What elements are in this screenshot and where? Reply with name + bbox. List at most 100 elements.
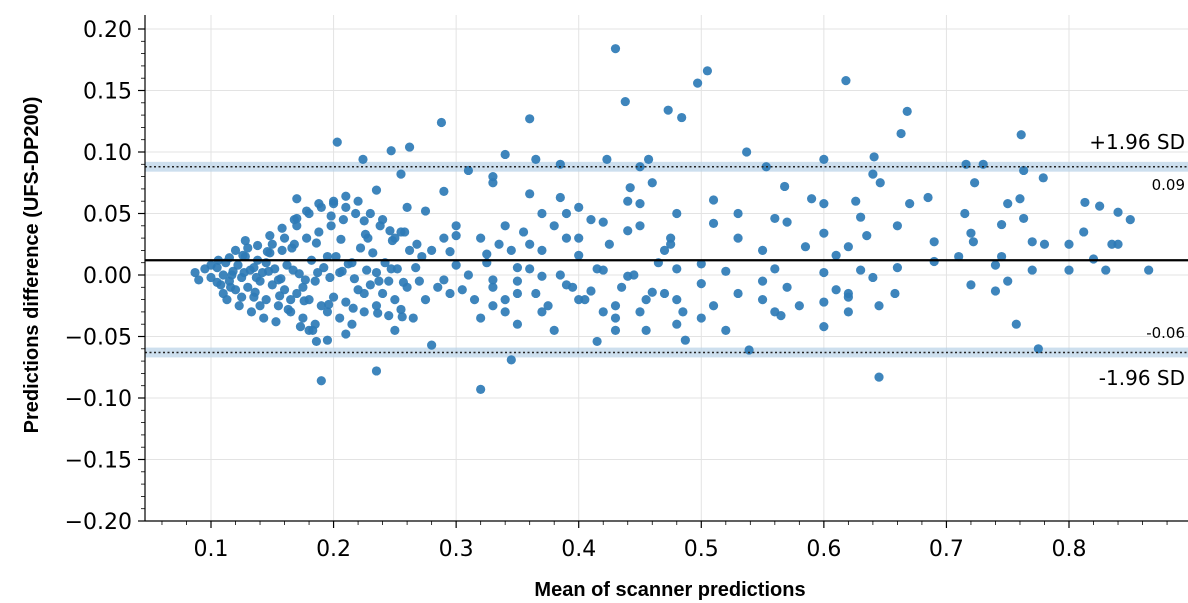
y-tick-label: −0.10 xyxy=(65,387,132,412)
data-point xyxy=(1038,173,1048,183)
data-point xyxy=(325,272,335,283)
data-point xyxy=(929,256,939,267)
data-point xyxy=(362,265,372,275)
y-axis-title: Predictions difference (UFS-DP200) xyxy=(21,97,43,434)
data-point xyxy=(368,248,378,258)
data-point xyxy=(555,159,565,169)
data-point xyxy=(549,325,559,335)
data-point xyxy=(782,217,792,227)
data-point xyxy=(314,227,324,237)
data-point xyxy=(436,117,447,128)
data-point xyxy=(666,233,676,243)
data-point xyxy=(512,288,523,299)
data-point xyxy=(875,178,885,188)
data-point xyxy=(574,233,584,243)
data-point xyxy=(398,277,409,287)
data-point xyxy=(635,307,645,317)
data-point xyxy=(856,265,866,275)
data-point xyxy=(353,196,363,206)
data-point xyxy=(537,208,547,219)
data-point xyxy=(276,274,286,284)
data-point xyxy=(555,192,565,203)
data-point xyxy=(708,218,719,228)
data-point xyxy=(610,301,621,311)
data-point xyxy=(360,229,371,240)
x-tick-label: 0.2 xyxy=(316,537,351,562)
data-point xyxy=(623,226,633,236)
data-point xyxy=(396,169,406,179)
data-point xyxy=(427,245,437,255)
data-point xyxy=(874,372,884,382)
data-point xyxy=(397,312,407,322)
data-point xyxy=(347,319,357,329)
data-point xyxy=(819,199,829,209)
data-point xyxy=(819,322,829,332)
data-point xyxy=(277,245,287,255)
upper-limit-ci-band xyxy=(145,161,1188,172)
data-point xyxy=(420,295,431,305)
data-point xyxy=(365,208,375,219)
data-point xyxy=(610,44,621,54)
data-point xyxy=(721,325,731,335)
lower-limit-label: -1.96 SD xyxy=(1099,366,1185,390)
upper-limit-value-label: 0.09 xyxy=(1152,176,1185,194)
scatter-points xyxy=(190,44,1154,394)
data-point xyxy=(384,276,394,286)
data-point xyxy=(625,183,635,193)
data-point xyxy=(433,282,443,292)
data-point xyxy=(341,329,351,339)
data-point xyxy=(259,313,269,323)
data-point xyxy=(451,260,461,270)
data-point xyxy=(856,212,866,222)
y-tick-label: 0.10 xyxy=(83,141,132,166)
data-point xyxy=(610,313,621,323)
data-point xyxy=(275,291,285,301)
data-point xyxy=(742,147,752,157)
data-point xyxy=(299,296,309,306)
data-point xyxy=(843,292,853,302)
data-point xyxy=(831,250,841,260)
data-point xyxy=(586,215,596,225)
data-point xyxy=(868,169,878,179)
data-point xyxy=(1079,227,1089,237)
data-point xyxy=(598,307,608,317)
data-point xyxy=(531,288,541,299)
data-point xyxy=(359,307,369,317)
data-point xyxy=(255,301,265,311)
data-point xyxy=(427,340,437,350)
data-point xyxy=(302,206,312,216)
data-point xyxy=(400,227,410,237)
data-point xyxy=(289,215,299,225)
data-point xyxy=(300,275,310,285)
data-point xyxy=(386,146,396,156)
data-point xyxy=(469,295,480,305)
data-point xyxy=(567,282,578,292)
data-point xyxy=(819,267,829,278)
data-point xyxy=(1088,254,1099,264)
data-point xyxy=(463,165,473,176)
data-point xyxy=(598,217,608,227)
data-point xyxy=(610,325,621,335)
data-point xyxy=(954,251,964,262)
data-point xyxy=(445,247,455,257)
data-point xyxy=(1039,239,1050,249)
data-point xyxy=(267,239,277,249)
data-point xyxy=(311,336,322,347)
data-point xyxy=(331,251,341,262)
data-point xyxy=(378,215,388,225)
data-point xyxy=(298,313,308,323)
data-point xyxy=(708,301,719,311)
data-point xyxy=(1015,194,1025,204)
data-point xyxy=(286,295,296,305)
data-point xyxy=(252,240,263,251)
data-point xyxy=(586,286,596,296)
data-point xyxy=(561,208,572,219)
data-point xyxy=(265,231,275,241)
data-point xyxy=(659,288,670,299)
data-point xyxy=(696,259,706,269)
data-point xyxy=(371,366,382,376)
data-point xyxy=(311,238,322,248)
x-tick-label: 0.5 xyxy=(684,537,719,562)
data-point xyxy=(1016,130,1026,140)
data-point xyxy=(641,325,651,335)
